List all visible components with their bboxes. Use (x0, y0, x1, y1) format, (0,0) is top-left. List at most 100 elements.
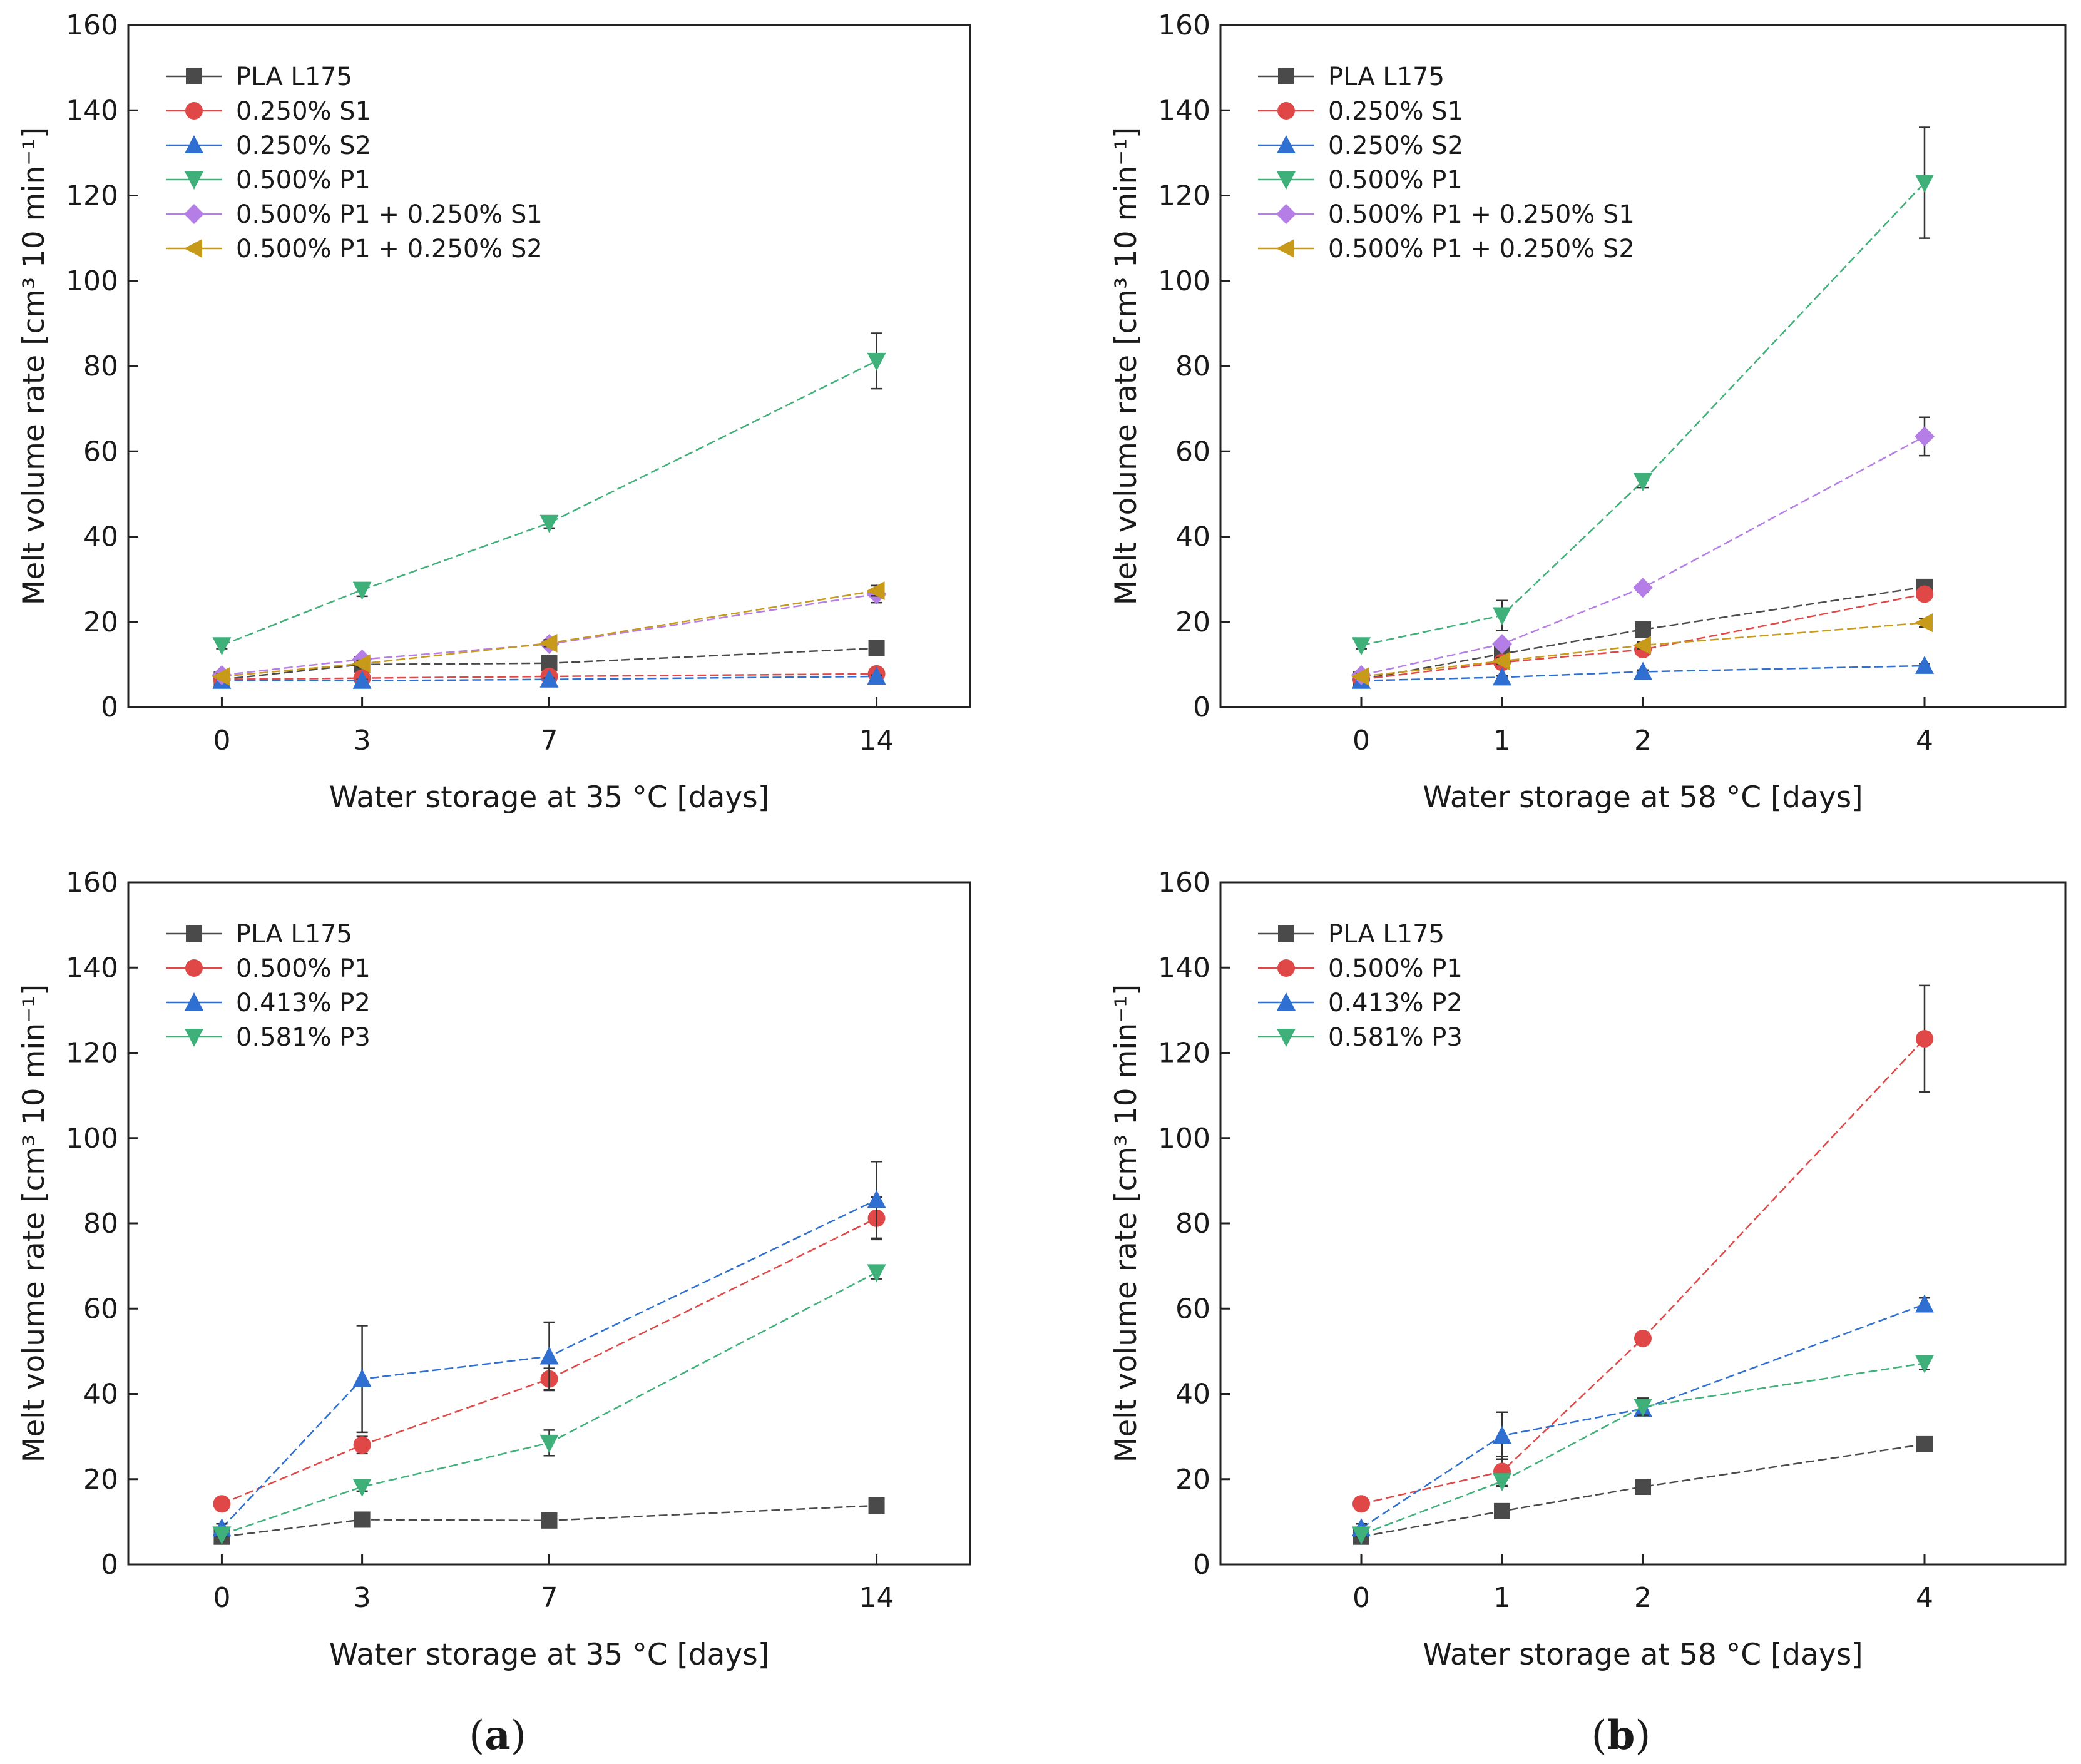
x-tick-label: 3 (354, 1582, 371, 1614)
legend-label: 0.581% P3 (236, 1023, 371, 1052)
y-tick-label: 140 (66, 952, 118, 984)
data-point (1352, 637, 1371, 656)
series-0-500-p1-0-250-s2 (1351, 613, 1933, 686)
data-point (1915, 426, 1935, 447)
data-point (1916, 1030, 1933, 1048)
y-tick-label: 120 (66, 180, 118, 212)
series-line (1361, 1362, 1925, 1536)
data-point (867, 666, 886, 685)
panel-label-a: (a) (469, 1712, 526, 1759)
y-tick-label: 20 (1175, 606, 1210, 638)
series-0-581-p3 (1352, 1355, 1934, 1545)
y-tick-label: 0 (101, 691, 118, 723)
series-pla-l175 (213, 1497, 885, 1545)
data-point (1634, 1398, 1652, 1417)
plot-area (127, 881, 971, 1566)
y-tick-label: 60 (83, 436, 118, 467)
plot-area (1219, 881, 2067, 1566)
data-point (539, 514, 559, 533)
legend-marker (1276, 239, 1294, 258)
legend-label: 0.250% S2 (236, 131, 371, 160)
data-point (352, 654, 371, 673)
series-0-500-p1 (1352, 126, 1934, 656)
y-tick-label: 80 (1175, 350, 1210, 382)
data-point (353, 1436, 371, 1454)
series-line (221, 360, 877, 646)
y-tick-label: 120 (66, 1037, 118, 1069)
y-tick-label: 40 (1175, 1379, 1210, 1410)
legend-marker (185, 992, 203, 1011)
legend-marker (1277, 992, 1296, 1011)
legend-marker (1277, 959, 1295, 977)
legend-marker (184, 239, 202, 258)
y-tick-label: 100 (66, 1123, 118, 1155)
data-point (1634, 661, 1652, 680)
data-point (866, 581, 885, 601)
y-tick-label: 40 (83, 1379, 118, 1410)
y-tick-label: 80 (1175, 1208, 1210, 1240)
data-point (868, 640, 885, 656)
y-tick-label: 120 (1158, 1037, 1210, 1069)
plot-area (1219, 24, 2067, 708)
series-line (221, 1199, 877, 1529)
x-tick-label: 2 (1634, 725, 1652, 757)
legend-marker (1278, 68, 1294, 84)
data-point (867, 352, 886, 371)
legend-marker (185, 102, 203, 120)
x-tick-label: 4 (1916, 1582, 1933, 1614)
data-point (1493, 1473, 1511, 1492)
data-point (539, 1434, 559, 1453)
legend-marker (186, 68, 202, 84)
legend-marker (185, 1029, 203, 1047)
data-point (541, 1512, 558, 1529)
series-line (1361, 1038, 1925, 1505)
plot-area (127, 24, 971, 708)
series-line (222, 593, 877, 676)
data-point (867, 1264, 886, 1283)
data-point (539, 1346, 559, 1365)
series-line (1361, 182, 1925, 646)
data-point (539, 669, 559, 688)
y-tick-label: 0 (1193, 691, 1210, 723)
legend-marker (1276, 204, 1296, 224)
data-point (1492, 651, 1510, 671)
legend-marker (1277, 171, 1296, 190)
y-tick-label: 40 (1175, 521, 1210, 553)
data-point (1635, 1479, 1651, 1496)
data-point (212, 637, 232, 656)
y-tick-label: 60 (1175, 436, 1210, 467)
data-point (1916, 1435, 1933, 1452)
x-tick-label: 0 (213, 725, 230, 757)
x-tick-label: 1 (1493, 725, 1511, 757)
data-point (1634, 472, 1652, 491)
series-line (222, 675, 877, 682)
x-tick-label: 0 (1352, 1582, 1370, 1614)
series-line (222, 589, 877, 678)
chart-panel-b-top: 0 20 40 60 80 100 120 140 160 0 1 2 4 Water storage a… (1109, 9, 2067, 815)
y-tick-label: 140 (1158, 952, 1210, 984)
series-pla-l175 (1353, 1435, 1933, 1545)
y-tick-label: 0 (101, 1549, 118, 1581)
x-tick-label: 14 (859, 1582, 894, 1614)
series-0-500-p1 (212, 332, 886, 656)
legend: PLA L175 0.500% P1 0.413% P2 0.581% P3 (1258, 920, 1463, 1052)
data-point (1494, 1502, 1510, 1519)
legend-label: 0.500% P1 + 0.250% S1 (1328, 200, 1635, 229)
data-point (1634, 1329, 1652, 1347)
legend-marker (185, 171, 203, 190)
y-tick-label: 60 (83, 1293, 118, 1325)
x-tick-label: 4 (1916, 725, 1933, 757)
y-tick-label: 20 (1175, 1464, 1210, 1496)
x-tick-label: 0 (1352, 725, 1370, 757)
legend-label: 0.500% P1 (236, 954, 371, 983)
y-tick-label: 60 (1175, 1293, 1210, 1325)
legend-label: 0.250% S2 (1328, 131, 1463, 160)
series-0-413-p2 (212, 1160, 886, 1537)
legend-label: PLA L175 (236, 63, 352, 91)
data-point (1493, 667, 1511, 686)
legend-marker (185, 959, 203, 977)
x-tick-label: 2 (1634, 1582, 1652, 1614)
series-line (222, 673, 877, 680)
data-point (352, 1369, 372, 1387)
x-axis-title: Water storage at 35 °C [days] (329, 780, 769, 815)
